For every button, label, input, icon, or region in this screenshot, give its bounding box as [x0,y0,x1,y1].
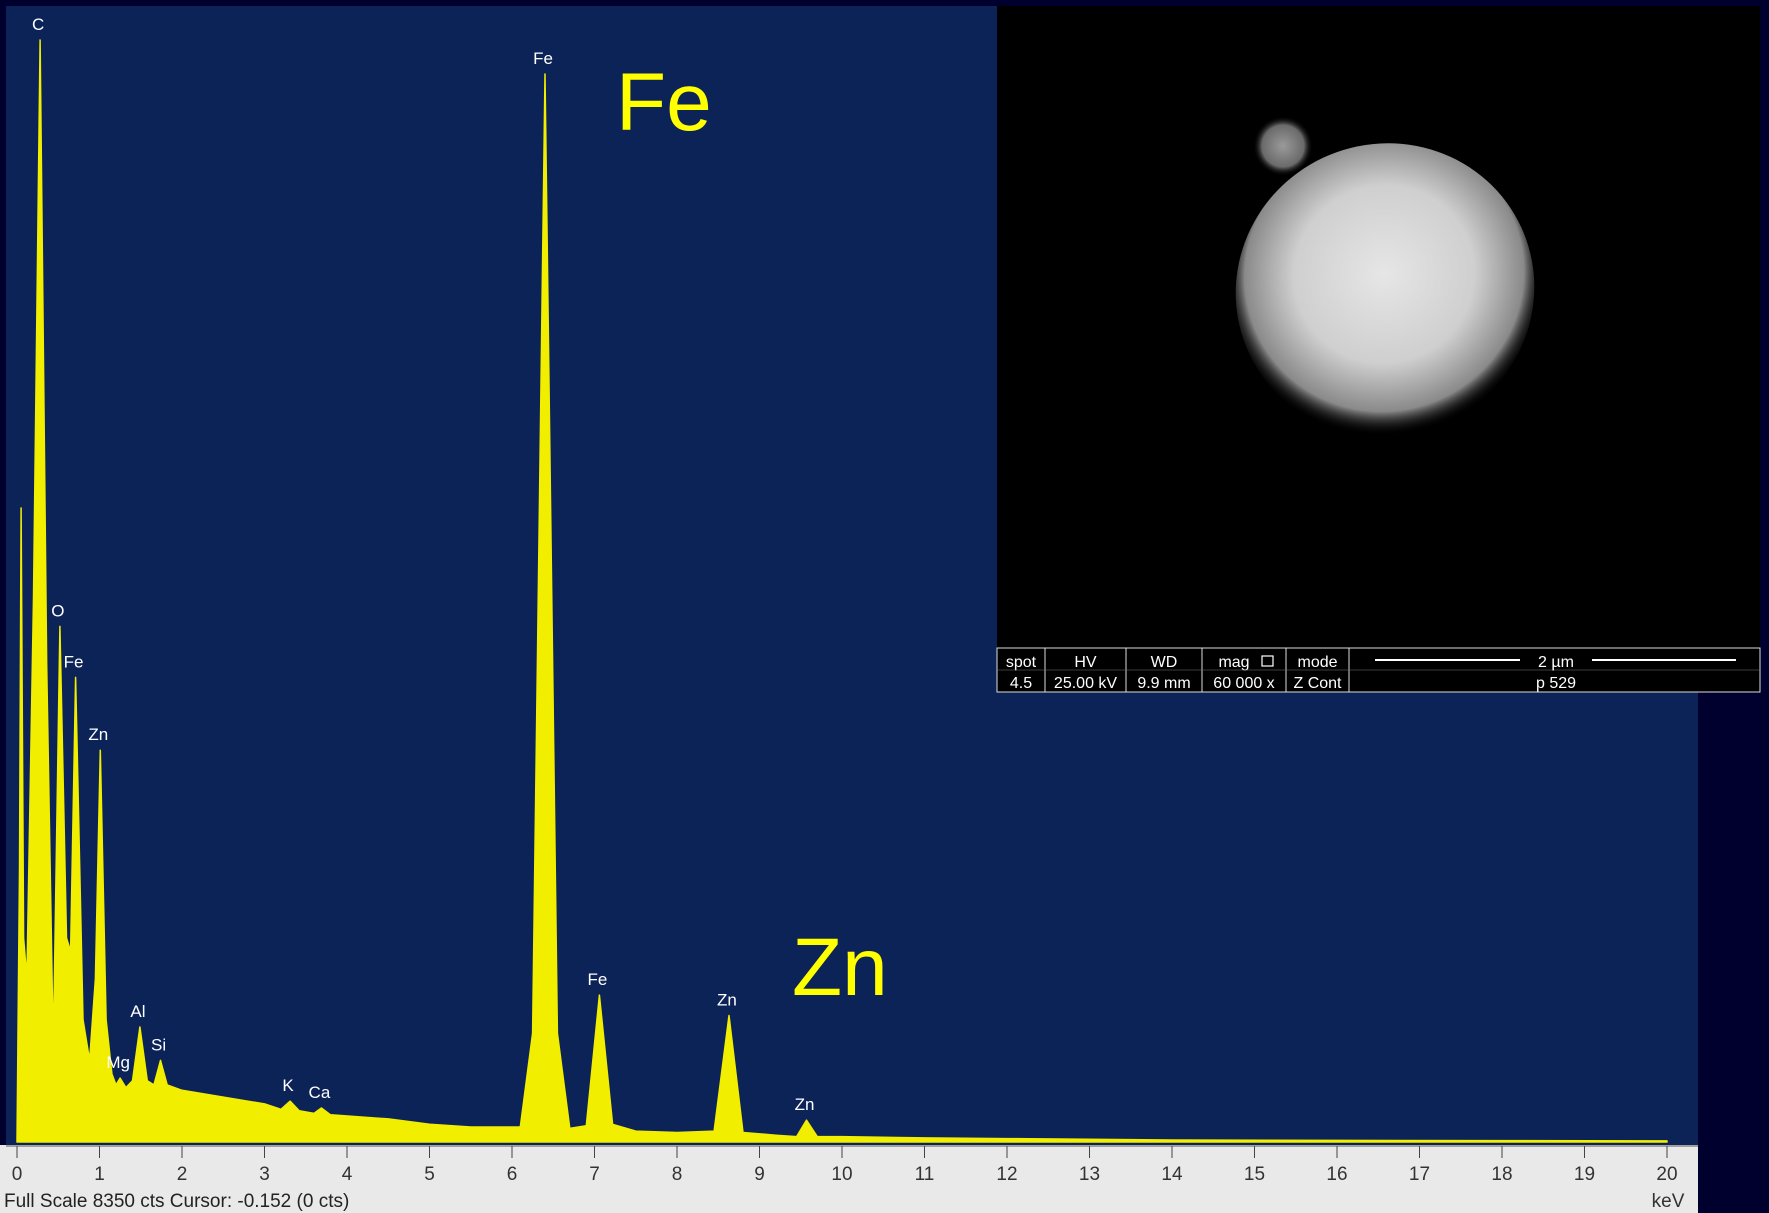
x-tick-label: 1 [94,1164,105,1185]
x-tick-label: 10 [831,1164,852,1185]
x-tick-label: 12 [996,1164,1017,1185]
peak-label: Fe [588,970,608,989]
scale-bar-label: 2 µm [1538,654,1574,671]
peak-label: Fe [64,652,84,671]
peak-label: Mg [106,1053,130,1072]
peak-label: Ca [309,1083,331,1102]
info-value: 60 000 x [1213,675,1274,692]
x-axis-label: keV [1652,1191,1685,1212]
x-tick-label: 15 [1244,1164,1265,1185]
info-value: 4.5 [1010,675,1032,692]
spectrum-layer: C O Fe Zn Mg Al Si K Ca Fe Fe Zn Zn [16,15,1668,1143]
info-header: mag [1218,654,1249,671]
info-value: 9.9 mm [1137,675,1190,692]
x-tick-label: 0 [12,1164,23,1185]
peak-label: Zn [88,725,108,744]
sem-particle [1235,143,1535,437]
x-tick-label: 18 [1491,1164,1512,1185]
x-tick-label: 5 [424,1164,435,1185]
info-value: 25.00 kV [1054,675,1117,692]
x-tick-label: 2 [177,1164,188,1185]
spectrum-area [16,39,1668,1143]
sem-particle [1253,116,1313,176]
x-tick-label: 19 [1574,1164,1595,1185]
peak-label: O [51,601,64,620]
info-header: WD [1151,654,1178,671]
annotation: Fe [616,57,712,148]
peak-label: Fe [533,49,553,68]
peak-label: Al [130,1002,145,1021]
peak-label: C [32,15,44,34]
peak-label: Zn [717,990,737,1009]
info-value: Z Cont [1293,675,1342,692]
annotation: Zn [792,922,888,1013]
peak-label: K [282,1076,294,1095]
x-tick-label: 4 [342,1164,353,1185]
x-tick-label: 9 [754,1164,765,1185]
peak-label: Si [151,1035,166,1054]
info-cells: spot 4.5 HV 25.00 kV WD 9.9 mm mag 60 000 x mode… [996,648,1760,692]
peak-label: Zn [795,1095,815,1114]
mag-icon [1261,655,1274,667]
sem-inset: spot 4.5 HV 25.00 kV WD 9.9 mm mag 60 000 x mode… [996,6,1761,693]
status-text: Full Scale 8350 cts Cursor: -0.152 (0 ct… [4,1191,349,1212]
x-tick-label: 6 [507,1164,518,1185]
image-label: p 529 [1536,675,1576,692]
x-tick-label: 14 [1161,1164,1183,1185]
x-tick-label: 16 [1326,1164,1347,1185]
x-tick-label: 8 [672,1164,683,1185]
x-tick-label: 3 [259,1164,270,1185]
x-axis: 0 1 2 3 4 5 6 7 8 9 10 11 12 13 14 15 16 17 18 19 20 [12,1146,1678,1185]
info-header: mode [1297,654,1337,671]
info-header: spot [1006,654,1037,671]
x-tick-label: 17 [1409,1164,1430,1185]
x-tick-label: 11 [915,1164,935,1185]
axis-strip [0,1145,1698,1213]
info-header: HV [1074,654,1097,671]
x-tick-label: 7 [589,1164,600,1185]
x-tick-label: 20 [1656,1164,1677,1185]
x-tick-label: 13 [1079,1164,1100,1185]
